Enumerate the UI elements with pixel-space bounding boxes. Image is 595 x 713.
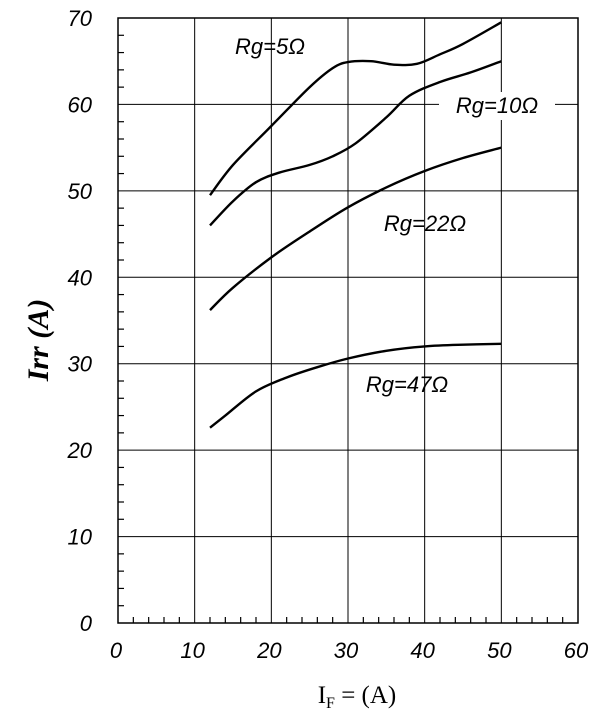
series-lines	[209, 21, 502, 429]
x-tick-label-60: 60	[564, 638, 589, 663]
x-tick-label-50: 50	[487, 638, 512, 663]
series-line-rg-5-	[209, 21, 502, 196]
x-axis-title-main: I	[318, 682, 326, 709]
y-tick-label-40: 40	[68, 265, 93, 290]
x-tick-label-40: 40	[410, 638, 435, 663]
series-label-rg-47-: Rg=47Ω	[366, 372, 448, 397]
x-tick-label-20: 20	[256, 638, 282, 663]
series-label-rg-10-: Rg=10Ω	[456, 93, 538, 118]
series-line-rg-10-	[209, 60, 502, 227]
y-tick-label-0: 0	[80, 611, 93, 636]
x-tick-label-0: 0	[110, 638, 123, 663]
grid	[118, 18, 578, 623]
series-labels: Rg=5Ω Rg=10Ω Rg=22Ω Rg=47Ω	[235, 34, 555, 397]
plot-border	[117, 17, 579, 624]
series-label-rg-5-: Rg=5Ω	[235, 34, 305, 59]
y-axis-ticks: 0 10 20 30 40 50 60 70	[67, 6, 124, 636]
x-tick-label-10: 10	[180, 638, 205, 663]
plot-frame	[117, 17, 579, 624]
series-label-backing	[439, 92, 555, 120]
y-tick-label-70: 70	[68, 6, 93, 31]
y-tick-label-30: 30	[68, 352, 93, 377]
series-label-rg-22-: Rg=22Ω	[384, 211, 466, 236]
x-axis-title: IF = (A)	[318, 682, 397, 712]
x-tick-label-30: 30	[334, 638, 359, 663]
x-axis-title-sub: F	[326, 695, 335, 712]
y-tick-label-60: 60	[68, 92, 93, 117]
y-tick-label-20: 20	[67, 438, 93, 463]
series-line-rg-22-	[209, 146, 502, 311]
x-axis-ticks: 0 10 20 30 40 50 60	[110, 617, 589, 663]
y-axis-title: Irr (A)	[22, 299, 55, 383]
series-line-rg-47-	[209, 342, 502, 429]
y-tick-label-10: 10	[68, 525, 93, 550]
y-tick-label-50: 50	[68, 179, 93, 204]
x-axis-title-rest: = (A)	[335, 682, 396, 709]
